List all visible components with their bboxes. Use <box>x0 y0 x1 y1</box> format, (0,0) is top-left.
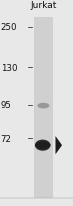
Text: 72: 72 <box>1 134 12 143</box>
Ellipse shape <box>35 143 50 148</box>
Ellipse shape <box>35 140 50 151</box>
Ellipse shape <box>38 103 49 109</box>
Text: 95: 95 <box>1 101 12 110</box>
Bar <box>34 18 53 198</box>
Text: 130: 130 <box>1 63 17 72</box>
Ellipse shape <box>35 142 50 150</box>
Text: 250: 250 <box>1 23 17 32</box>
Text: Jurkat: Jurkat <box>30 1 57 10</box>
Polygon shape <box>55 136 62 154</box>
